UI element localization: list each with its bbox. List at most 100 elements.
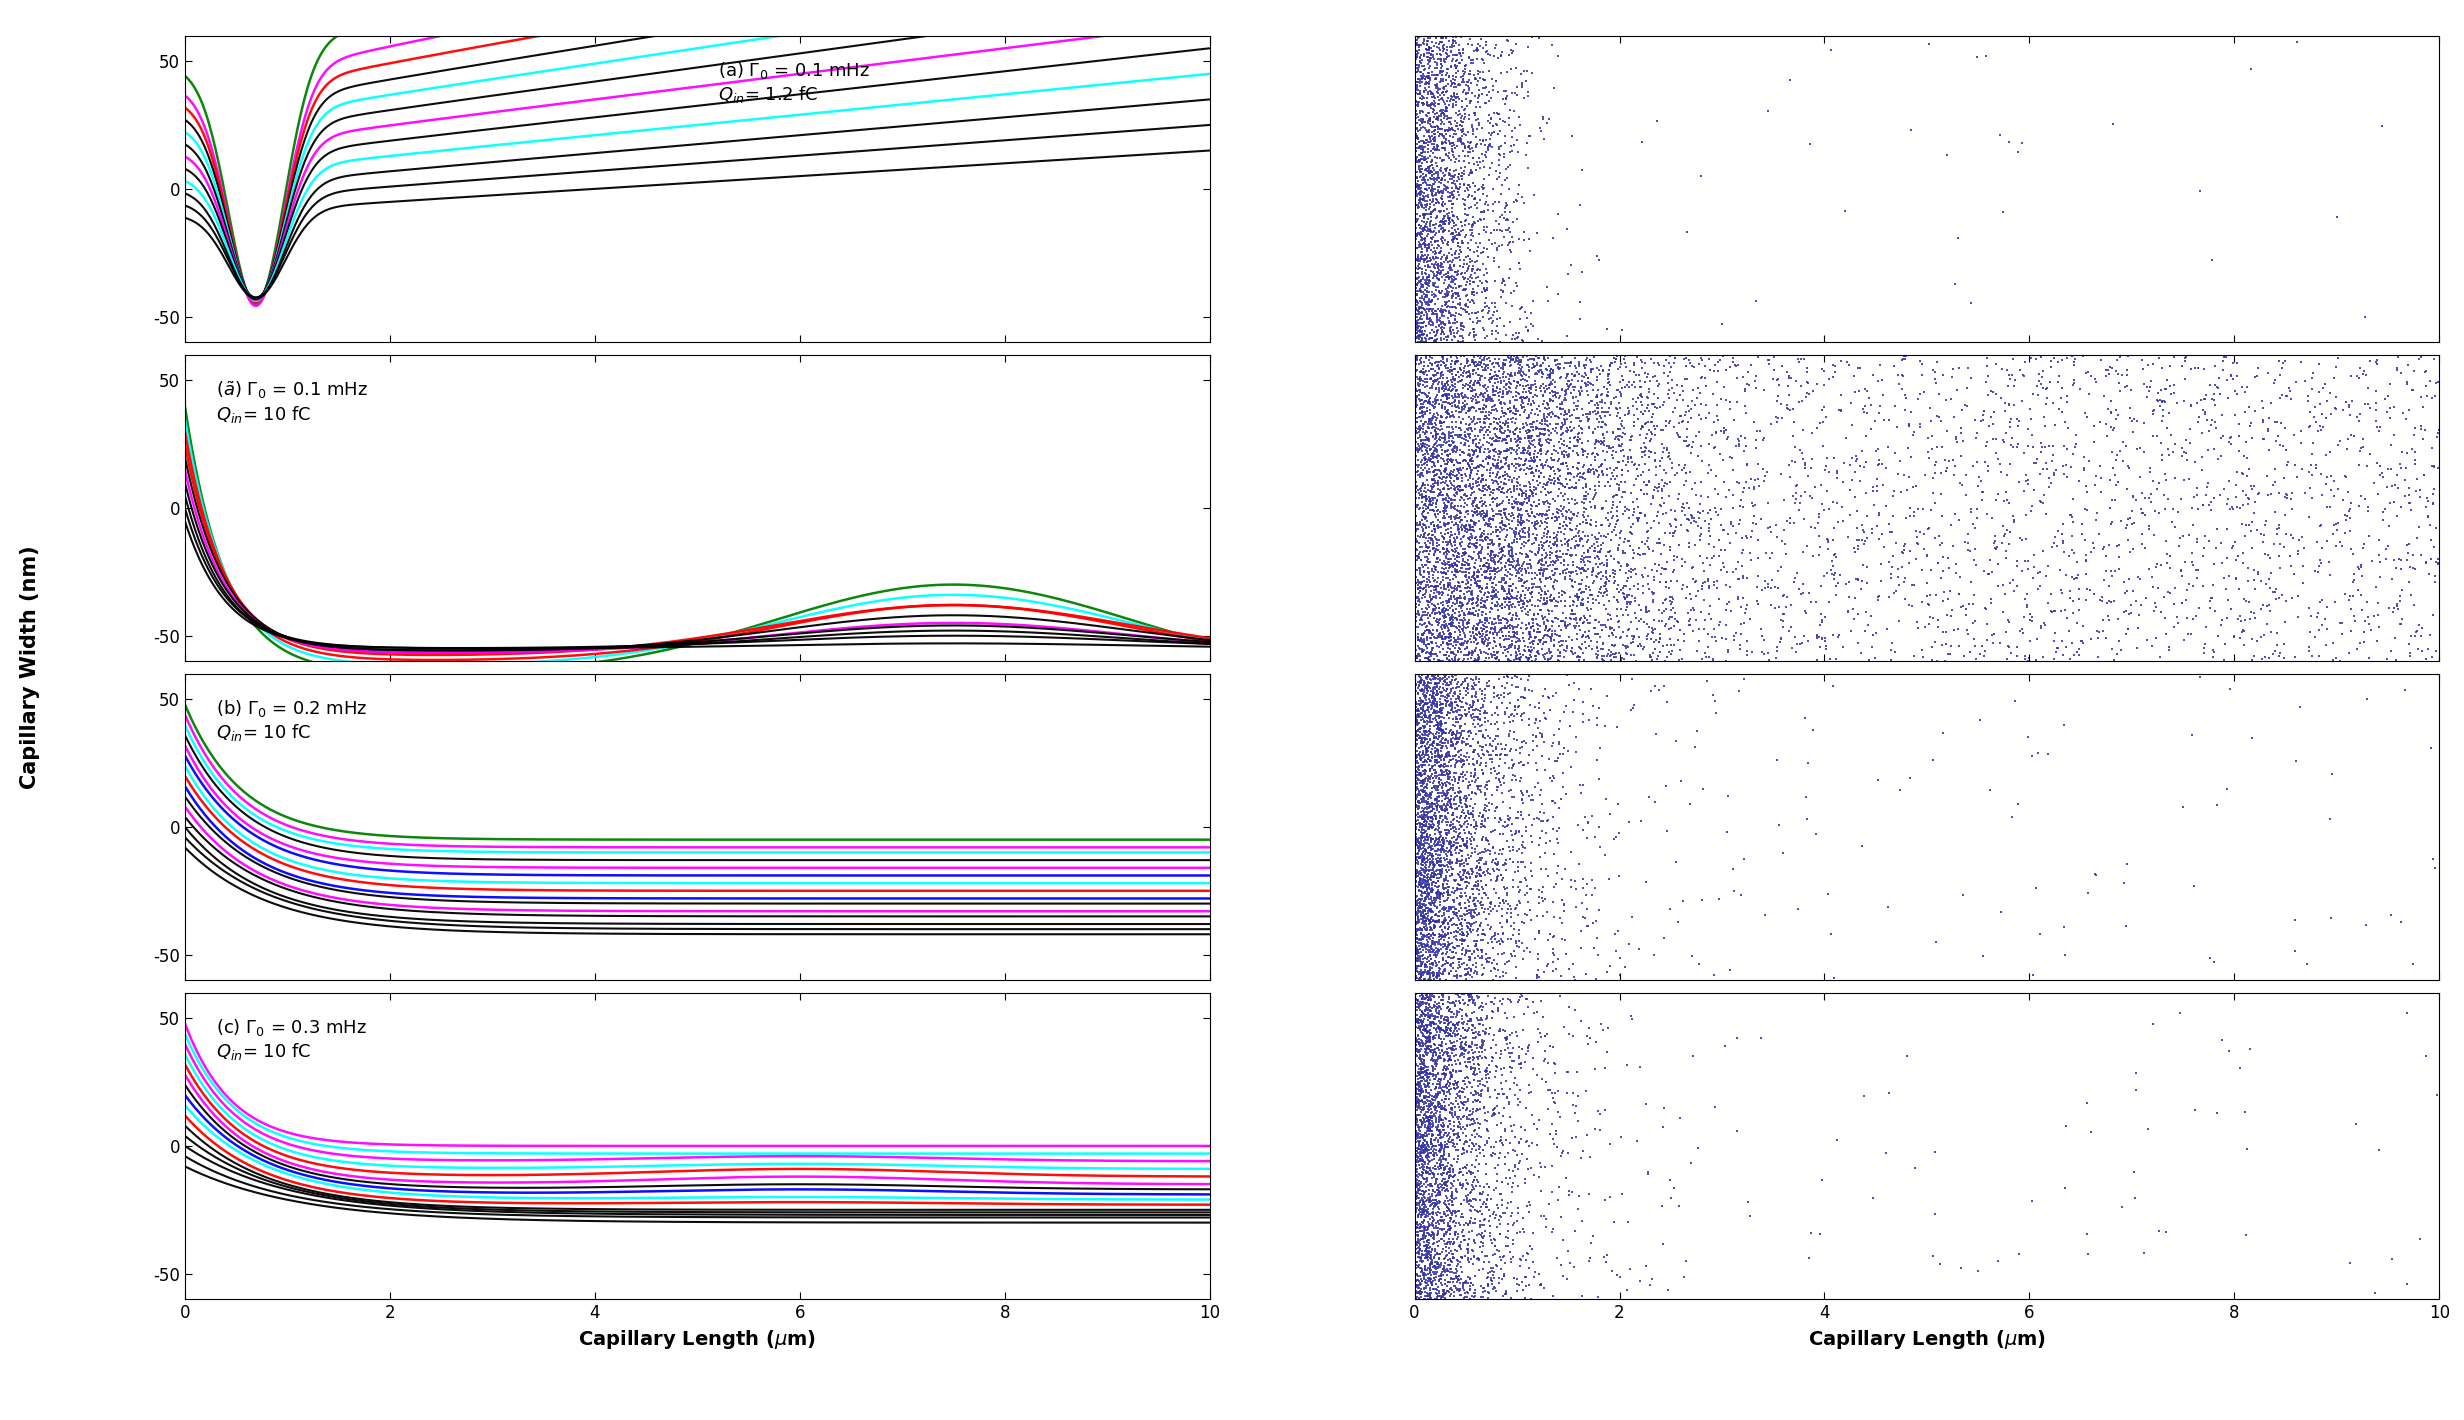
Point: [1417, 791, 1456, 814]
Point: [1395, 383, 1434, 406]
Point: [1533, 403, 1572, 426]
Point: [1466, 755, 1506, 778]
Point: [1400, 941, 1439, 964]
Point: [1397, 68, 1437, 91]
Point: [1708, 427, 1747, 450]
Point: [1589, 474, 1629, 497]
Point: [1437, 561, 1476, 584]
Point: [1858, 454, 1897, 477]
Point: [1402, 987, 1441, 1010]
Point: [1449, 545, 1488, 568]
Point: [1498, 903, 1538, 926]
Point: [1481, 547, 1520, 569]
Point: [1400, 1079, 1439, 1102]
Point: [1432, 1022, 1471, 1045]
Point: [1567, 372, 1607, 395]
Point: [1417, 444, 1456, 467]
Point: [1429, 896, 1469, 919]
Point: [1412, 1271, 1451, 1294]
Point: [1451, 667, 1491, 690]
Point: [1441, 486, 1481, 508]
Point: [1407, 1004, 1446, 1027]
Point: [1417, 787, 1456, 809]
Point: [2348, 500, 2388, 523]
Point: [2129, 518, 2168, 541]
Point: [1466, 1119, 1506, 1142]
Point: [1439, 542, 1478, 565]
Point: [1478, 408, 1518, 430]
Point: [1542, 1139, 1582, 1162]
Point: [1432, 947, 1471, 970]
Point: [1407, 663, 1446, 686]
Point: [1409, 410, 1449, 433]
Point: [1506, 821, 1545, 843]
Point: [1404, 486, 1444, 508]
Point: [1611, 361, 1651, 383]
Point: [1417, 683, 1456, 706]
Point: [1419, 933, 1459, 956]
Point: [1412, 200, 1451, 223]
Point: [1402, 862, 1441, 885]
Point: [1429, 523, 1469, 545]
Point: [1464, 736, 1503, 758]
Point: [1395, 856, 1434, 879]
Point: [1557, 814, 1597, 836]
Point: [1412, 696, 1451, 719]
Point: [1432, 359, 1471, 382]
Point: [1400, 1191, 1439, 1214]
Point: [1434, 85, 1473, 108]
Point: [1429, 1162, 1469, 1184]
Point: [1432, 392, 1471, 415]
Point: [2346, 914, 2385, 937]
Point: [1683, 366, 1722, 389]
Point: [1414, 1137, 1454, 1160]
Point: [1523, 821, 1562, 843]
Point: [1473, 427, 1513, 450]
Point: [1412, 988, 1451, 1011]
Point: [1525, 618, 1565, 640]
Point: [1488, 425, 1528, 447]
Point: [1589, 501, 1629, 524]
Point: [1432, 395, 1471, 417]
Point: [1454, 797, 1493, 819]
Point: [1528, 630, 1567, 653]
Point: [1525, 581, 1565, 604]
Point: [1838, 632, 1878, 655]
Point: [1444, 362, 1483, 385]
Point: [1409, 210, 1449, 233]
Point: [1478, 457, 1518, 480]
Point: [1486, 410, 1525, 433]
Point: [1597, 398, 1636, 420]
Point: [1818, 510, 1858, 532]
Point: [1870, 586, 1910, 609]
Point: [1412, 1238, 1451, 1261]
Point: [1400, 879, 1439, 902]
Point: [1414, 934, 1454, 957]
Point: [1407, 1091, 1446, 1113]
Point: [1550, 351, 1589, 373]
Point: [1422, 720, 1461, 743]
Point: [1417, 463, 1456, 486]
Point: [1427, 1042, 1466, 1065]
Point: [2235, 569, 2274, 592]
Point: [1476, 379, 1515, 402]
Point: [1397, 1225, 1437, 1248]
Point: [1424, 195, 1464, 217]
Point: [1488, 648, 1528, 670]
Point: [1646, 571, 1685, 594]
Point: [1518, 602, 1557, 625]
Point: [1414, 917, 1454, 940]
Point: [1402, 944, 1441, 967]
Point: [1397, 125, 1437, 148]
Point: [1427, 1064, 1466, 1086]
Point: [1412, 939, 1451, 961]
Point: [1395, 486, 1434, 508]
Point: [1404, 683, 1444, 706]
Point: [2008, 558, 2048, 581]
Point: [1402, 964, 1441, 987]
Point: [1602, 440, 1641, 463]
Point: [2407, 375, 2447, 398]
Point: [1424, 550, 1464, 572]
Point: [2405, 419, 2444, 442]
Point: [1434, 440, 1473, 463]
